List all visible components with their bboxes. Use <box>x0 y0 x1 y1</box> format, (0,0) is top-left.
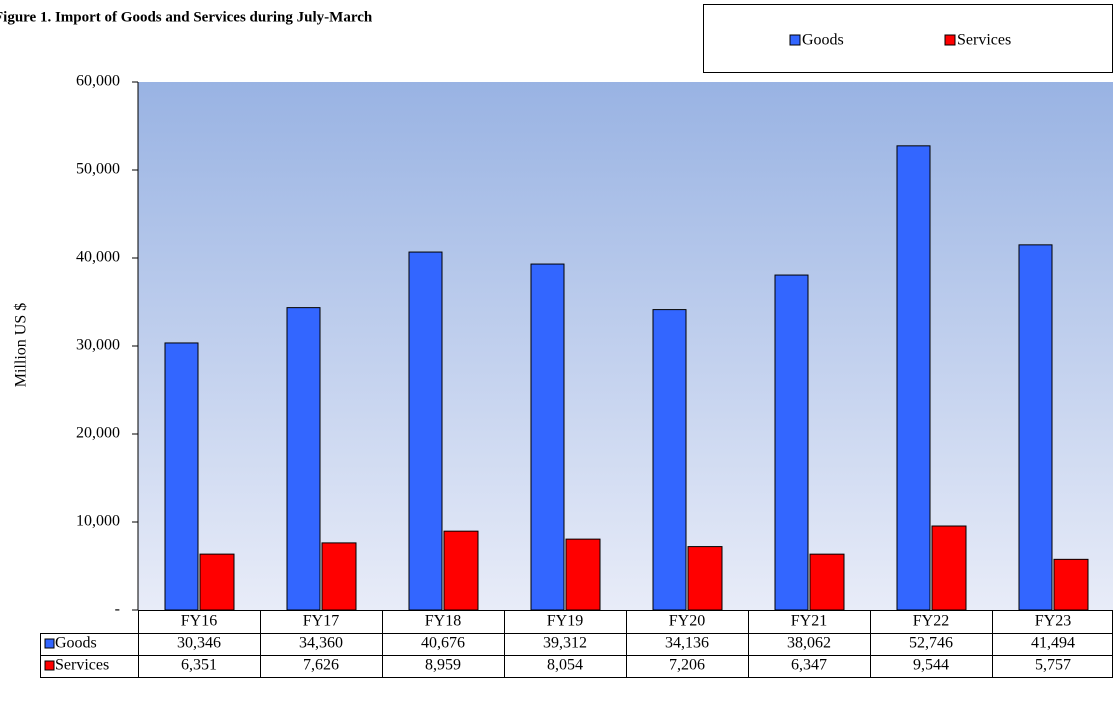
table-swatch <box>44 638 55 649</box>
bar <box>565 538 601 611</box>
data-label: 7,626 <box>303 657 339 674</box>
data-label: 38,062 <box>787 635 831 652</box>
bar <box>530 263 565 611</box>
data-label: 30,346 <box>177 635 221 652</box>
bar <box>774 274 809 611</box>
legend-swatch <box>789 34 801 46</box>
legend <box>703 4 1113 73</box>
y-axis-label: Million US $ <box>13 303 30 387</box>
data-label: 34,360 <box>299 635 343 652</box>
bar <box>809 553 845 611</box>
data-label: 40,676 <box>421 635 465 652</box>
bar <box>687 546 723 611</box>
bar <box>931 525 967 611</box>
x-tick-label: FY20 <box>669 613 705 630</box>
y-tick-label: 40,000 <box>76 249 120 266</box>
table-row-label: Goods <box>55 635 97 652</box>
x-tick-label: FY18 <box>425 613 461 630</box>
data-label: 7,206 <box>669 657 705 674</box>
x-tick-label: FY22 <box>913 613 949 630</box>
bar <box>408 251 443 611</box>
x-tick-label: FY16 <box>181 613 217 630</box>
y-tick-label: 30,000 <box>76 337 120 354</box>
x-tick-label: FY19 <box>547 613 583 630</box>
bar <box>321 542 357 611</box>
x-tick-label: FY23 <box>1035 613 1071 630</box>
bar <box>199 553 235 611</box>
bar <box>443 530 479 611</box>
data-label: 34,136 <box>665 635 709 652</box>
data-label: 6,347 <box>791 657 827 674</box>
y-tick-label: 10,000 <box>76 513 120 530</box>
data-label: 39,312 <box>543 635 587 652</box>
data-label: 8,959 <box>425 657 461 674</box>
data-label: 52,746 <box>909 635 953 652</box>
chart-title: Figure 1. Import of Goods and Services d… <box>0 9 373 25</box>
data-label: 5,757 <box>1035 657 1071 674</box>
legend-swatch <box>944 34 956 46</box>
bar <box>896 145 931 611</box>
legend-label: Services <box>957 32 1011 49</box>
y-tick-label: 20,000 <box>76 425 120 442</box>
x-tick-label: FY17 <box>303 613 339 630</box>
table-row-label: Services <box>55 657 109 674</box>
y-tick-label: 50,000 <box>76 161 120 178</box>
plot-area <box>138 82 1113 610</box>
data-label: 6,351 <box>181 657 217 674</box>
data-label: 9,544 <box>913 657 949 674</box>
data-label: 41,494 <box>1031 635 1075 652</box>
bar <box>652 309 687 611</box>
bar <box>286 307 321 611</box>
y-tick-label: - <box>115 601 120 618</box>
bar <box>1018 244 1053 611</box>
y-tick-label: 60,000 <box>76 73 120 90</box>
bar <box>164 342 199 611</box>
bar <box>1053 558 1089 611</box>
legend-label: Goods <box>802 32 844 49</box>
data-label: 8,054 <box>547 657 583 674</box>
table-swatch <box>44 660 55 671</box>
x-tick-label: FY21 <box>791 613 827 630</box>
